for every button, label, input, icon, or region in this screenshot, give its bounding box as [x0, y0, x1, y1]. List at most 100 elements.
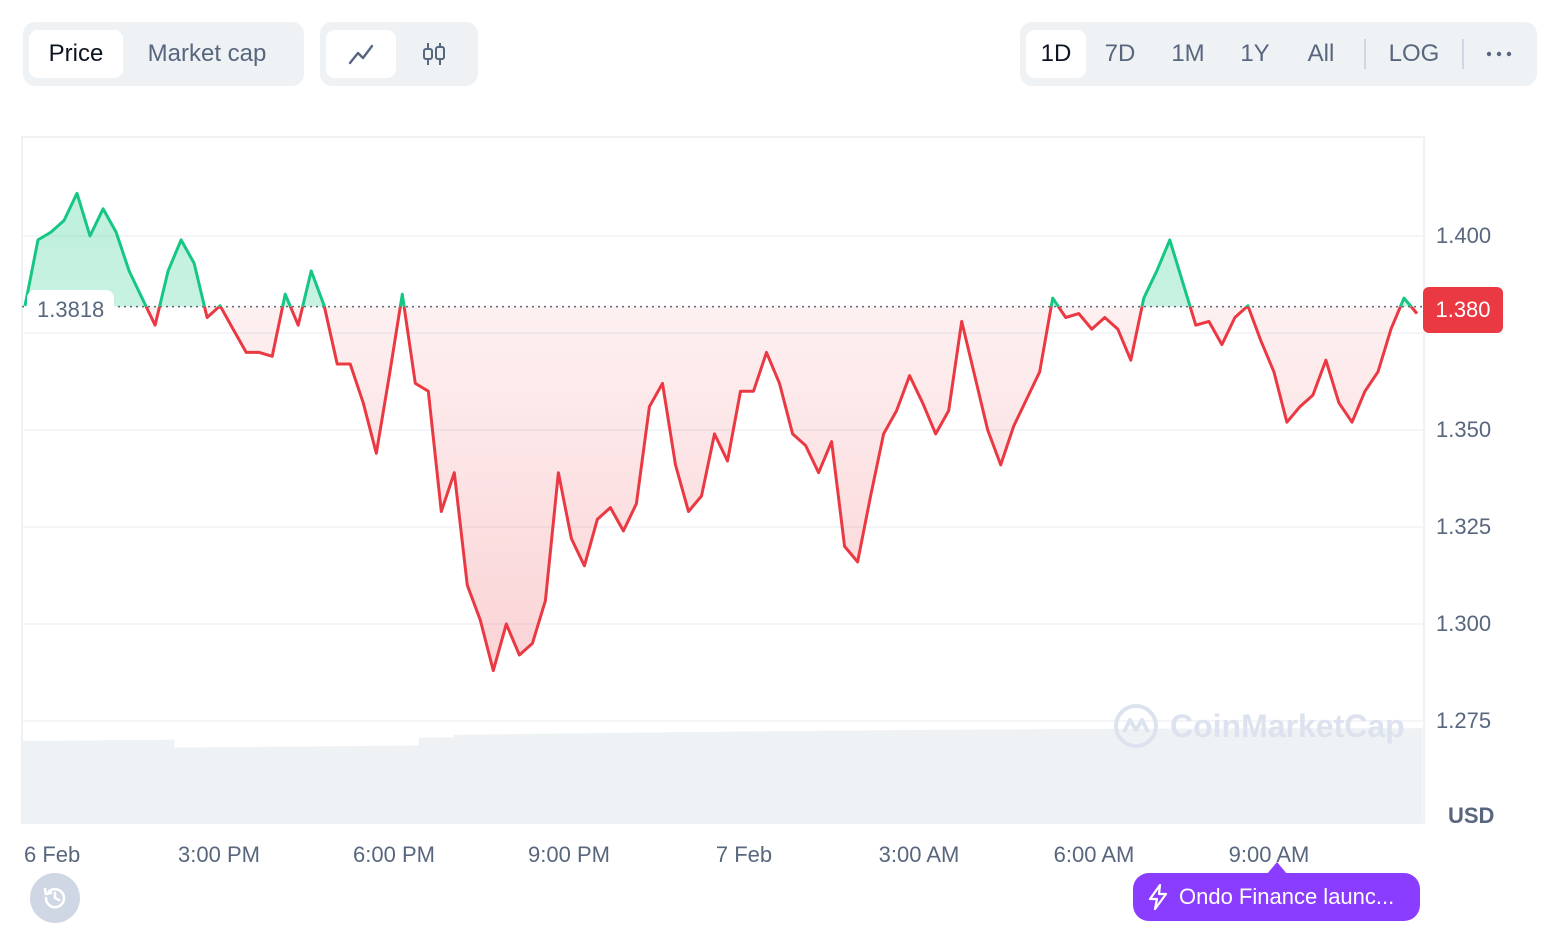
- volume-bar: [395, 745, 408, 823]
- range-1d[interactable]: 1D: [1026, 30, 1086, 78]
- range-7d[interactable]: 7D: [1104, 40, 1136, 67]
- volume-bar: [208, 747, 221, 823]
- range-all[interactable]: All: [1307, 40, 1335, 67]
- tab-market-cap[interactable]: Market cap: [147, 40, 267, 67]
- coinmarketcap-logo-icon: [1114, 704, 1158, 748]
- volume-bar: [1200, 728, 1213, 823]
- x-tick-label: 6:00 AM: [1053, 842, 1135, 867]
- volume-bar: [1177, 728, 1190, 823]
- volume-bar: [337, 746, 350, 823]
- volume-bar: [523, 733, 536, 823]
- range-divider-2: [1462, 39, 1464, 69]
- volume-bar: [652, 732, 665, 823]
- volume-bar: [1305, 728, 1318, 823]
- price-areas: [25, 193, 1417, 671]
- volume-bar: [897, 730, 910, 823]
- tab-price[interactable]: Price: [29, 30, 123, 78]
- volume-bar: [1328, 728, 1341, 823]
- volume-bar: [943, 729, 956, 823]
- volume-bar: [1037, 729, 1050, 823]
- volume-bar: [932, 729, 945, 823]
- volume-bar: [442, 737, 455, 823]
- price-line-down: [144, 306, 1419, 673]
- range-1m[interactable]: 1M: [1171, 40, 1205, 67]
- volume-bar: [1025, 729, 1038, 823]
- line-chart-button[interactable]: [326, 30, 396, 78]
- volume-bar: [710, 731, 723, 823]
- volume-bar: [232, 747, 245, 823]
- log-toggle[interactable]: LOG: [1388, 40, 1440, 67]
- x-tick-label: 3:00 PM: [178, 842, 260, 867]
- volume-bar: [733, 731, 746, 823]
- volume-bar: [418, 737, 431, 823]
- volume-bar: [360, 745, 373, 823]
- volume-bar: [1258, 728, 1271, 823]
- volume-bar: [1352, 728, 1365, 823]
- volume-bar: [383, 745, 396, 823]
- volume-bar: [22, 741, 35, 823]
- volume-bar: [908, 730, 921, 823]
- below-open-area: [146, 306, 1417, 671]
- volume-bar: [115, 740, 128, 823]
- volume-bar: [722, 731, 735, 823]
- volume-bar: [325, 746, 338, 823]
- y-tick-label: 1.350: [1436, 417, 1492, 442]
- volume-bar: [197, 747, 210, 823]
- history-button[interactable]: [30, 873, 80, 923]
- more-button[interactable]: [1474, 30, 1524, 78]
- volume-bar: [535, 733, 548, 823]
- volume-bar: [372, 745, 385, 823]
- lightning-icon: [1148, 884, 1168, 910]
- range-tabs: 1D 7D 1M 1Y All LOG: [1020, 22, 1537, 86]
- volume-bar: [243, 746, 256, 823]
- volume-bar: [1387, 728, 1400, 823]
- volume-bar: [570, 733, 583, 823]
- volume-bar: [628, 732, 641, 823]
- volume-bar: [593, 733, 606, 823]
- volume-bar: [687, 732, 700, 823]
- volume-bar: [220, 747, 233, 823]
- volume-bar: [838, 730, 851, 823]
- line-chart-icon: [348, 44, 374, 65]
- currency-label: USD: [1448, 803, 1495, 828]
- volume-bar: [967, 729, 980, 823]
- volume-bar: [873, 730, 886, 823]
- news-pill-caret: [1267, 862, 1287, 874]
- x-tick-label: 9:00 PM: [528, 842, 610, 867]
- volume-bar: [1188, 728, 1201, 823]
- volume-bar: [1048, 729, 1061, 823]
- volume-bar: [675, 732, 688, 823]
- volume-bar: [617, 732, 630, 823]
- volume-bar: [768, 731, 781, 823]
- volume-bar: [1002, 729, 1015, 823]
- volume-bar: [605, 732, 618, 823]
- volume-bar: [1340, 728, 1353, 823]
- x-tick-label: 7 Feb: [715, 842, 773, 867]
- volume-bar: [1165, 728, 1178, 823]
- volume-bar: [1095, 728, 1108, 823]
- x-tick-label: 6:00 PM: [353, 842, 435, 867]
- volume-bar: [68, 740, 81, 823]
- volume-bar: [558, 733, 571, 823]
- volume-bar: [92, 740, 105, 823]
- volume-bar: [1223, 728, 1236, 823]
- volume-bar: [138, 739, 151, 823]
- volume-bar: [1212, 728, 1225, 823]
- volume-bar: [407, 745, 420, 823]
- volume-bar: [488, 734, 501, 823]
- range-1y[interactable]: 1Y: [1240, 40, 1270, 67]
- news-pill[interactable]: Ondo Finance launc...: [1133, 873, 1420, 921]
- volume-bar: [1410, 728, 1423, 823]
- volume-bar: [45, 740, 58, 823]
- y-tick-label: 1.325: [1436, 514, 1492, 539]
- volume-bar: [1013, 729, 1026, 823]
- chart-style-tabs: [320, 22, 478, 86]
- open-price-badge: 1.3818: [27, 290, 115, 330]
- news-pill-text: Ondo Finance launc...: [1179, 884, 1395, 909]
- volume-bar: [862, 730, 875, 823]
- volume-bar: [278, 746, 291, 823]
- volume-bar: [850, 730, 863, 823]
- candlestick-button[interactable]: [396, 30, 472, 78]
- volume-bar: [1398, 728, 1411, 823]
